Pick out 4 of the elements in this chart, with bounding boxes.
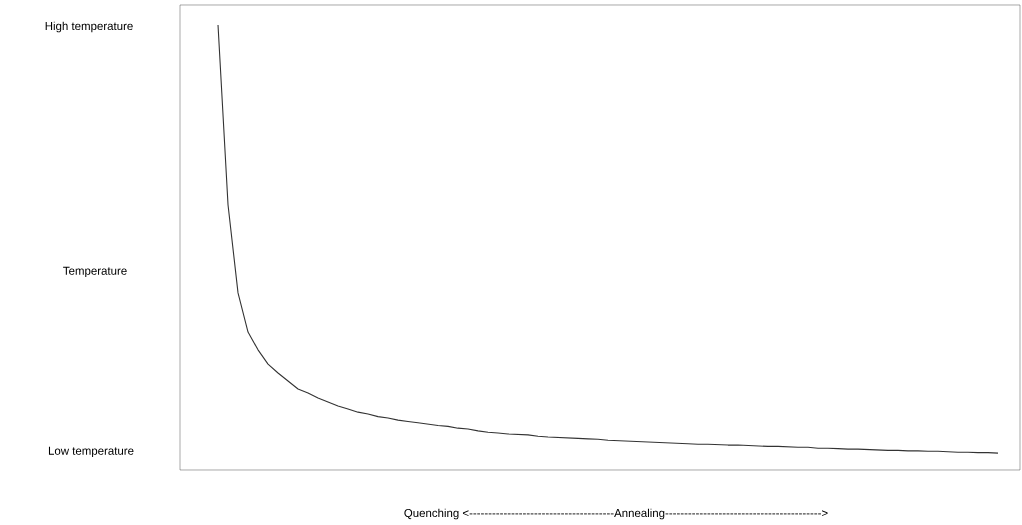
text: Low temperature — [48, 446, 134, 458]
text: High temperature — [45, 21, 133, 33]
text: Temperature — [63, 266, 127, 278]
x-axis-title: Quenching <--------------------------------------Annealing-----------------------------------------> — [404, 508, 828, 520]
